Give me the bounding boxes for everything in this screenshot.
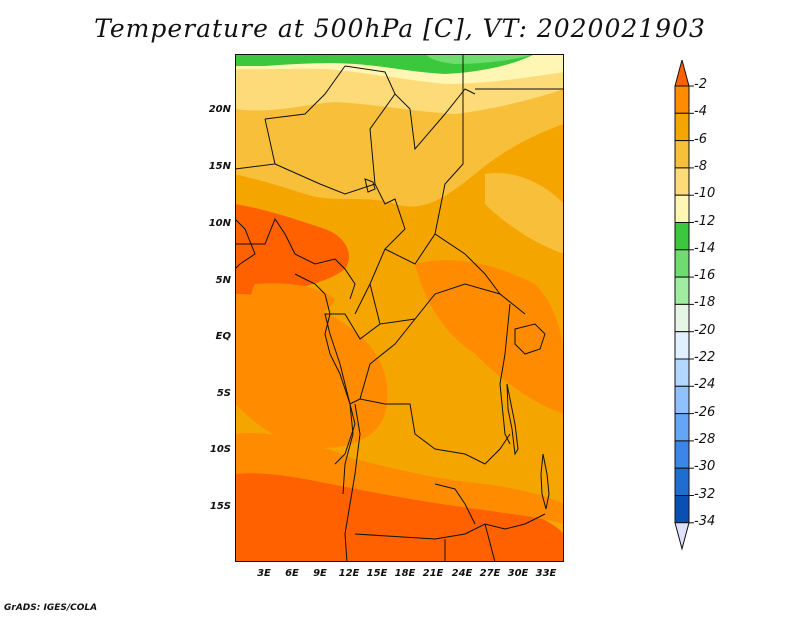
colorbar-label: -18 [694, 295, 716, 311]
lat-label-10s: 10S [209, 444, 231, 455]
lake-tanganyika [506, 383, 519, 456]
lat-label-15s: 15S [209, 501, 231, 512]
colorbar-segment [674, 167, 690, 196]
colorbar-label: -4 [694, 104, 707, 120]
colorbar-label: -14 [694, 240, 716, 256]
orange-mid-band [235, 294, 388, 448]
colorbar-label: -2 [694, 77, 707, 92]
colorbar-label: -8 [694, 158, 707, 174]
colorbar-label: -20 [694, 322, 716, 338]
colorbar-segment [674, 85, 690, 114]
east-light-patch [485, 173, 564, 254]
very-cold-north-edge [425, 54, 535, 64]
lon-label-27e: 27E [479, 568, 501, 579]
lon-label-3e: 3E [257, 568, 271, 579]
colorbar-label: -26 [694, 404, 716, 420]
country-borders [235, 54, 564, 562]
lake-chad [364, 178, 376, 193]
colorbar-segment [674, 495, 690, 524]
colorbar-label: -24 [694, 377, 716, 393]
chart-title: Temperature at 500hPa [C], VT: 202002190… [94, 14, 706, 43]
colorbar-segment [674, 194, 690, 223]
colorbar-segment [674, 358, 690, 387]
colorbar-label: -16 [694, 268, 716, 284]
colorbar-segment [674, 467, 690, 497]
lat-label-15n: 15N [208, 161, 231, 172]
colorbar-segment [674, 249, 690, 278]
colorbar-segment [674, 140, 690, 169]
lon-label-21e: 21E [422, 568, 444, 579]
lat-label-5s: 5S [216, 388, 231, 399]
lon-label-6e: 6E [285, 568, 299, 579]
colorbar [674, 60, 694, 551]
colorbar-label: -28 [694, 431, 716, 447]
colorbar-label: -34 [694, 513, 716, 529]
lon-label-18e: 18E [394, 568, 416, 579]
colorbar-label: -30 [694, 459, 716, 475]
colorbar-segment [674, 440, 690, 469]
temperature-map [235, 54, 564, 562]
lon-label-33e: 33E [535, 568, 557, 579]
orange-east [415, 260, 564, 414]
colorbar-label: -32 [694, 486, 716, 502]
colorbar-segment [674, 413, 690, 442]
lon-label-30e: 30E [507, 568, 529, 579]
colorbar-label: -12 [694, 213, 716, 229]
colorbar-top-triangle [674, 60, 690, 87]
lat-label-5n: 5N [215, 275, 231, 286]
colorbar-segments [674, 60, 694, 551]
colorbar-segment [674, 385, 690, 415]
colorbar-label: -6 [694, 131, 707, 147]
colorbar-segment [674, 331, 690, 360]
lon-label-24e: 24E [451, 568, 473, 579]
colorbar-label: -10 [694, 186, 716, 202]
warm-core-west [235, 204, 349, 299]
orange-south [235, 433, 564, 524]
warm-south [235, 469, 564, 562]
colorbar-label: -22 [694, 350, 716, 365]
colorbar-segment [674, 222, 690, 251]
coastline [235, 218, 354, 495]
colorbar-segment [674, 276, 690, 305]
lake-victoria [514, 323, 546, 355]
map-frame [235, 54, 564, 562]
credit-text: GrADS: IGES/COLA [4, 603, 98, 613]
lon-label-15e: 15E [366, 568, 388, 579]
colorbar-segment [674, 303, 690, 333]
lon-label-9e: 9E [313, 568, 327, 579]
lat-label-10n: 10N [208, 218, 231, 229]
colorbar-bottom-triangle [674, 522, 690, 551]
lat-label-20n: 20N [208, 104, 231, 115]
lon-label-12e: 12E [338, 568, 360, 579]
lat-label-eq: EQ [215, 331, 231, 342]
colorbar-segment [674, 112, 690, 142]
lake-malawi [540, 453, 550, 510]
